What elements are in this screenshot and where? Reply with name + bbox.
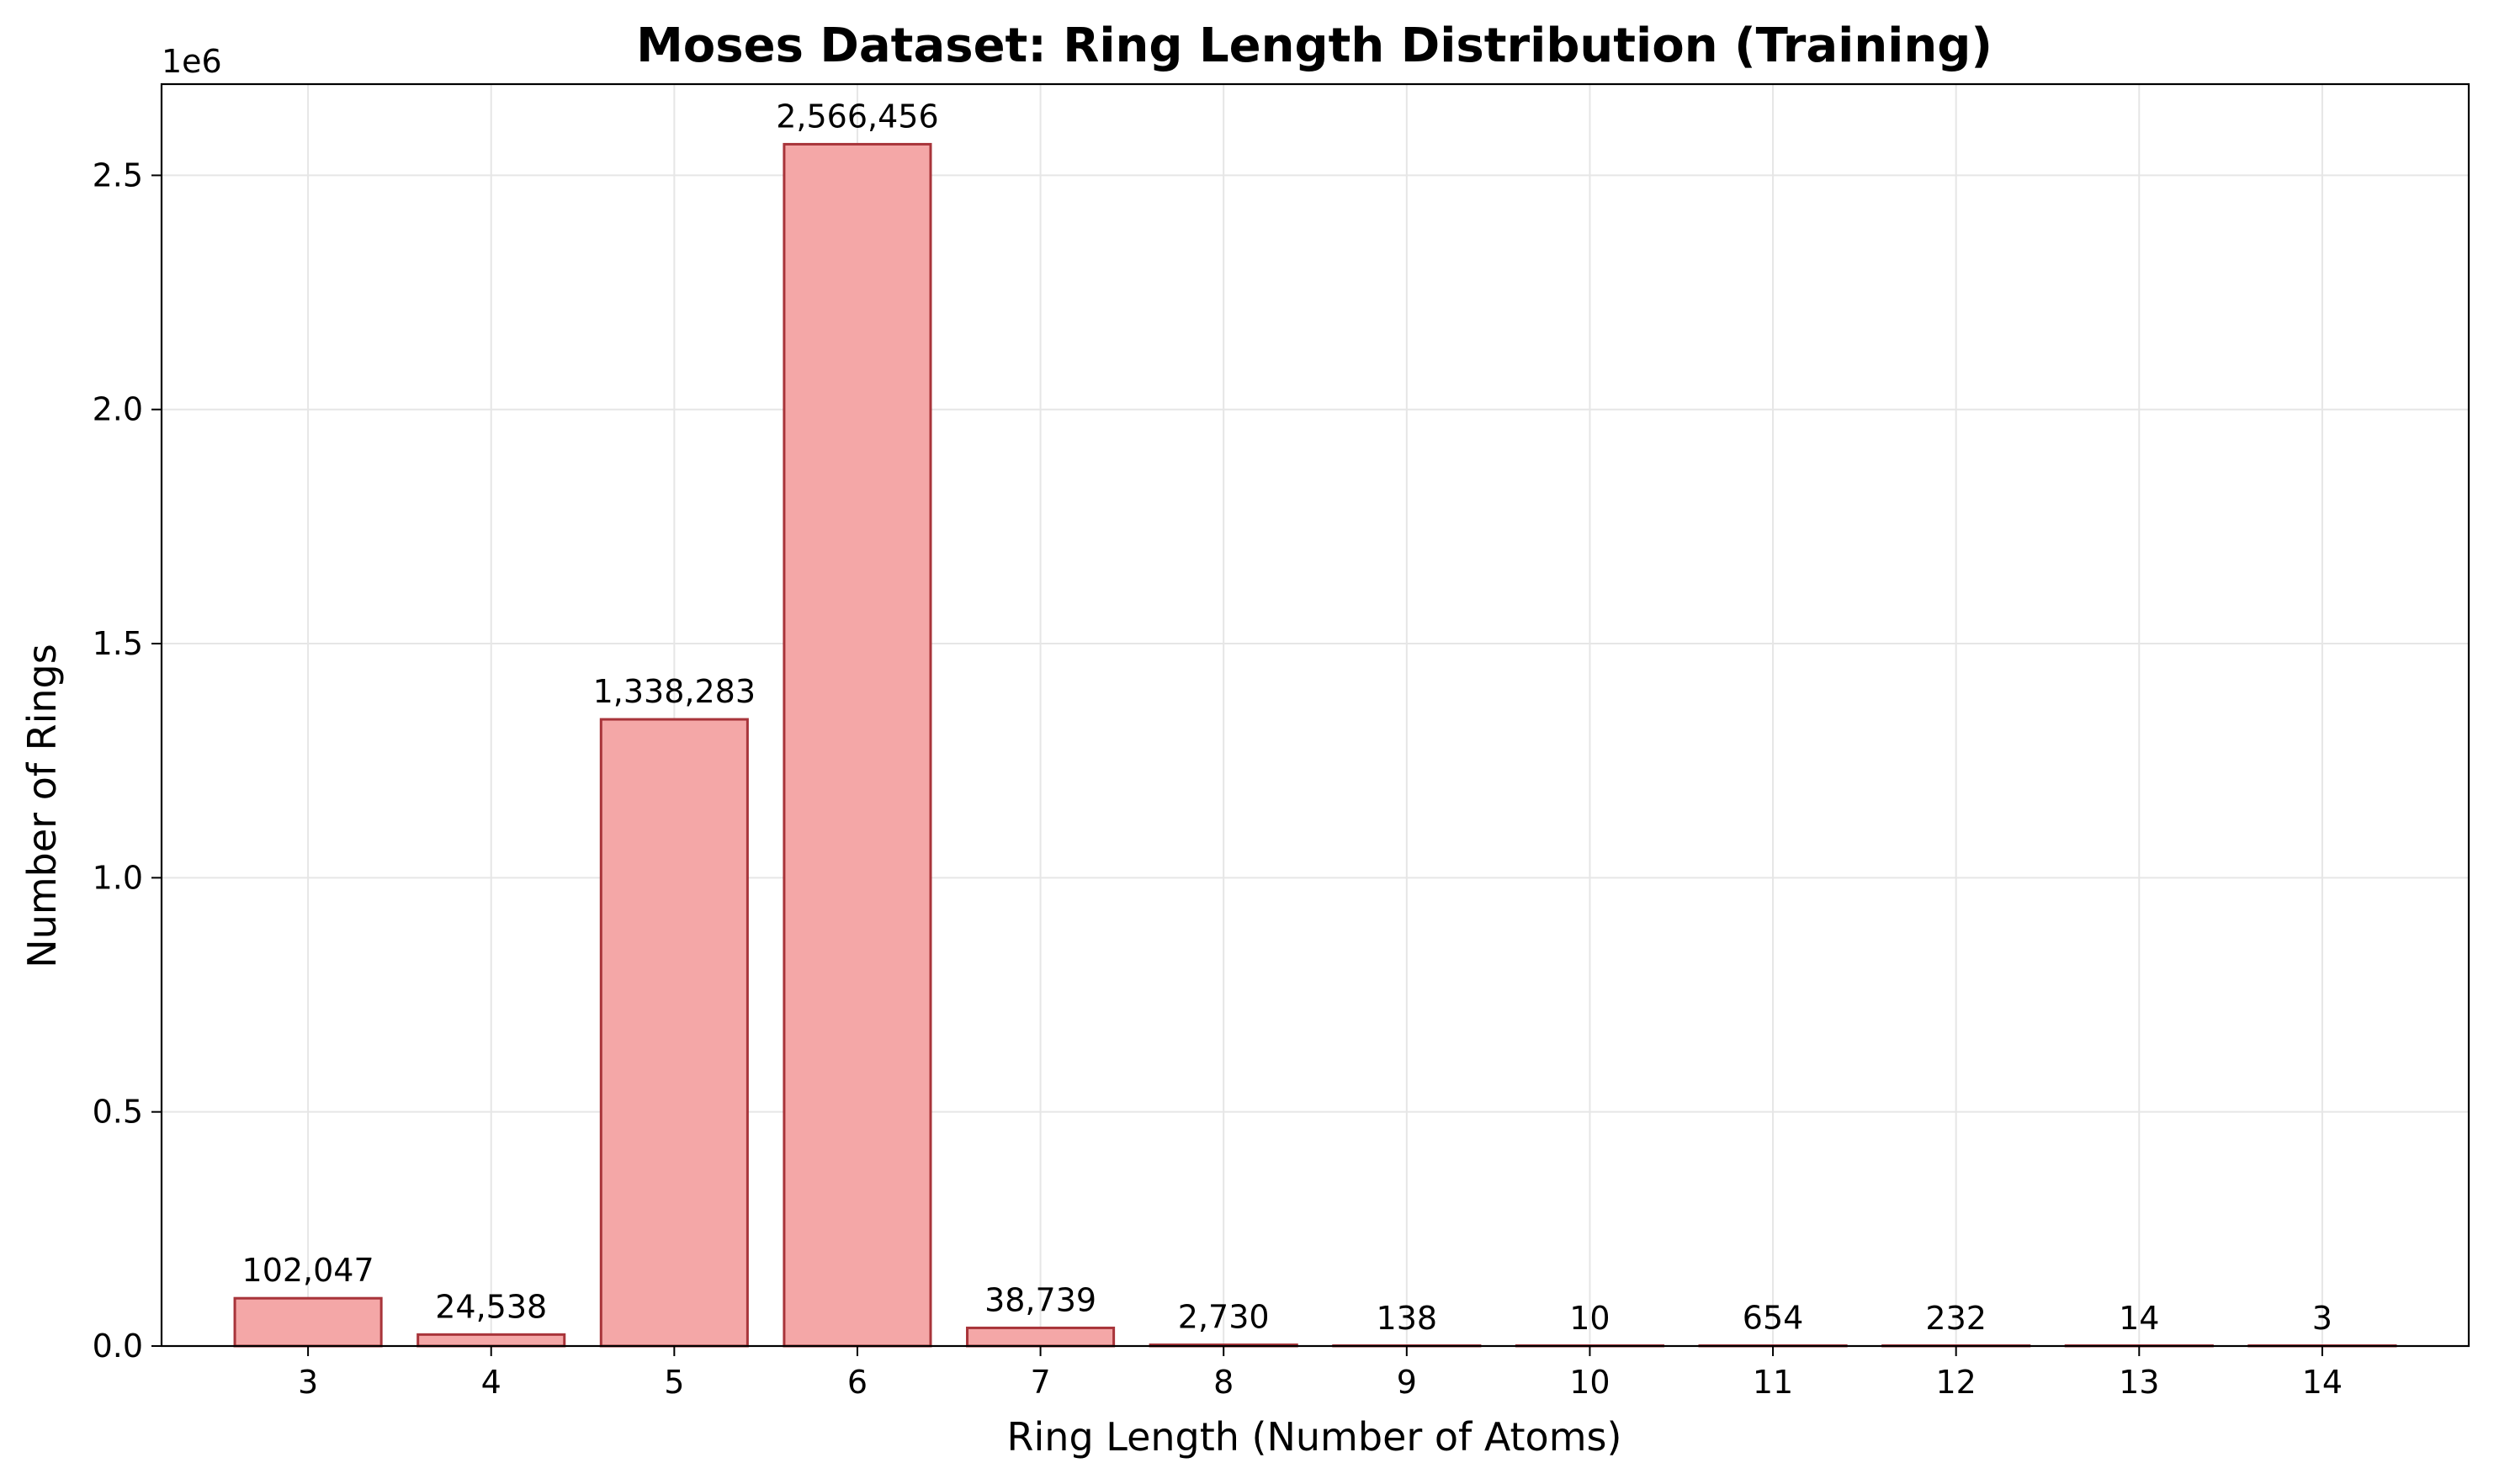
bar-4 bbox=[417, 1333, 566, 1348]
grid bbox=[162, 84, 2469, 1347]
y-tick-label: 1.5 bbox=[93, 625, 143, 662]
x-tick-label: 5 bbox=[664, 1364, 684, 1401]
bar-value-label: 1,338,283 bbox=[593, 673, 756, 710]
chart-title: Moses Dataset: Ring Length Distribution … bbox=[636, 19, 1993, 73]
x-tick-label: 3 bbox=[298, 1364, 318, 1401]
x-tick-label: 12 bbox=[1935, 1364, 1976, 1401]
bar-value-label: 14 bbox=[2119, 1300, 2159, 1337]
x-tick-label: 8 bbox=[1213, 1364, 1234, 1401]
plot-area-frame bbox=[160, 82, 2470, 1348]
y-axis-multiplier: 1e6 bbox=[162, 43, 222, 80]
x-tick-label: 14 bbox=[2302, 1364, 2343, 1401]
bar-value-label: 2,566,456 bbox=[776, 98, 938, 135]
bar-value-label: 38,739 bbox=[984, 1281, 1096, 1318]
x-tick-label: 13 bbox=[2119, 1364, 2159, 1401]
x-axis-ticks: 3 4 5 6 7 8 9 10 11 12 13 14 bbox=[298, 1346, 2343, 1401]
bar-value-label: 2,730 bbox=[1178, 1298, 1270, 1335]
x-tick-label: 7 bbox=[1030, 1364, 1050, 1401]
bar-value-label: 654 bbox=[1743, 1300, 1804, 1337]
bar-3 bbox=[233, 1296, 383, 1348]
bar-5 bbox=[599, 718, 749, 1348]
x-tick-label: 9 bbox=[1397, 1364, 1417, 1401]
bar-value-label: 24,538 bbox=[435, 1288, 547, 1325]
bar-6 bbox=[783, 142, 932, 1348]
bar-value-label: 232 bbox=[1925, 1300, 1987, 1337]
y-axis-title: Number of Rings bbox=[19, 644, 65, 967]
bar-value-label: 102,047 bbox=[242, 1252, 374, 1289]
y-axis-ticks: 0.0 0.5 1.0 1.5 2.0 2.5 bbox=[93, 156, 162, 1365]
y-tick-label: 1.0 bbox=[93, 859, 143, 896]
y-tick-label: 0.0 bbox=[93, 1328, 143, 1365]
y-tick-label: 2.0 bbox=[93, 391, 143, 428]
bars bbox=[233, 142, 2397, 1348]
y-tick-label: 0.5 bbox=[93, 1094, 143, 1131]
x-tick-label: 6 bbox=[847, 1364, 868, 1401]
x-tick-label: 4 bbox=[481, 1364, 501, 1401]
x-axis-title: Ring Length (Number of Atoms) bbox=[1007, 1414, 1622, 1460]
bar-value-labels: 102,047 24,538 1,338,283 2,566,456 38,739 2,7… bbox=[242, 98, 2332, 1337]
bar-value-label: 3 bbox=[2312, 1300, 2332, 1337]
x-tick-label: 11 bbox=[1753, 1364, 1793, 1401]
x-tick-label: 10 bbox=[1569, 1364, 1610, 1401]
bar-value-label: 138 bbox=[1377, 1300, 1438, 1337]
bar-7 bbox=[966, 1326, 1116, 1348]
bar-value-label: 10 bbox=[1569, 1300, 1610, 1337]
y-tick-label: 2.5 bbox=[93, 156, 143, 193]
